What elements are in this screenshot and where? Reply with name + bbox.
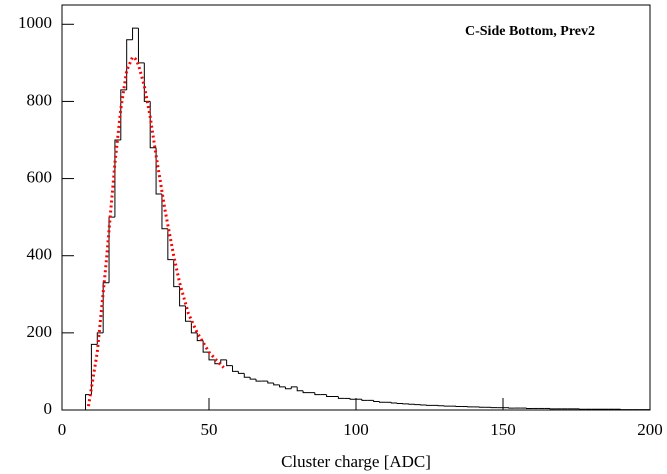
histogram-bin (379, 401, 386, 403)
histogram-bin (226, 359, 233, 367)
histogram-bin (290, 386, 298, 389)
y-tick-label: 400 (27, 245, 53, 264)
histogram-bin (179, 286, 186, 307)
y-tick-label: 200 (27, 322, 53, 341)
y-tick-label: 0 (44, 399, 53, 418)
histogram-bin (184, 305, 192, 322)
histogram-bin (202, 340, 209, 353)
histogram-bin (85, 394, 92, 410)
histogram-bin (132, 27, 139, 40)
histogram-bin (255, 379, 262, 382)
plot-frame (61, 4, 651, 411)
histogram-bin (120, 89, 127, 140)
histogram-bin (190, 321, 198, 334)
histogram-bin (167, 228, 174, 261)
histogram-bin (208, 352, 215, 361)
histogram-bin (267, 381, 274, 384)
histogram-bin (302, 390, 309, 394)
histogram-bin (284, 386, 292, 390)
histogram-bin (373, 400, 380, 403)
x-tick-label: 0 (58, 420, 67, 439)
histogram-bin (337, 396, 345, 399)
histogram-bin (173, 259, 180, 288)
histogram-bin (326, 394, 333, 397)
histogram-bin (126, 39, 133, 90)
histogram-bin (155, 147, 162, 195)
y-tick-label: 600 (27, 167, 53, 186)
histogram-bin (361, 399, 368, 401)
histogram-bin (296, 386, 304, 392)
histogram-bin (90, 343, 98, 395)
fit-curve (86, 54, 225, 407)
histogram-bin (249, 377, 257, 380)
x-tick-label: 200 (637, 420, 663, 439)
histogram-bin (232, 365, 239, 372)
histogram-bin (102, 282, 110, 333)
x-tick-label: 50 (201, 420, 218, 439)
histogram-bin (314, 392, 321, 396)
histogram-bin (390, 402, 398, 404)
x-tick-label: 150 (490, 420, 516, 439)
y-tick-label: 1000 (18, 13, 52, 32)
x-axis-label: Cluster charge [ADC] (281, 452, 431, 471)
histogram-bin (161, 194, 168, 230)
histogram-bin (279, 384, 286, 388)
histogram-bin (349, 398, 356, 400)
y-tick-label: 800 (27, 90, 53, 109)
histogram-bin (143, 62, 151, 102)
histogram-bin (243, 373, 251, 378)
histogram-bin (137, 28, 145, 64)
histogram-bin (96, 332, 104, 345)
histogram-bin (237, 371, 245, 374)
histogram-bin (273, 383, 280, 386)
histogram-bin (114, 139, 121, 218)
x-tick-label: 100 (343, 420, 369, 439)
annotation: C-Side Bottom, Prev2 (465, 24, 595, 39)
histogram-bin (220, 359, 227, 364)
